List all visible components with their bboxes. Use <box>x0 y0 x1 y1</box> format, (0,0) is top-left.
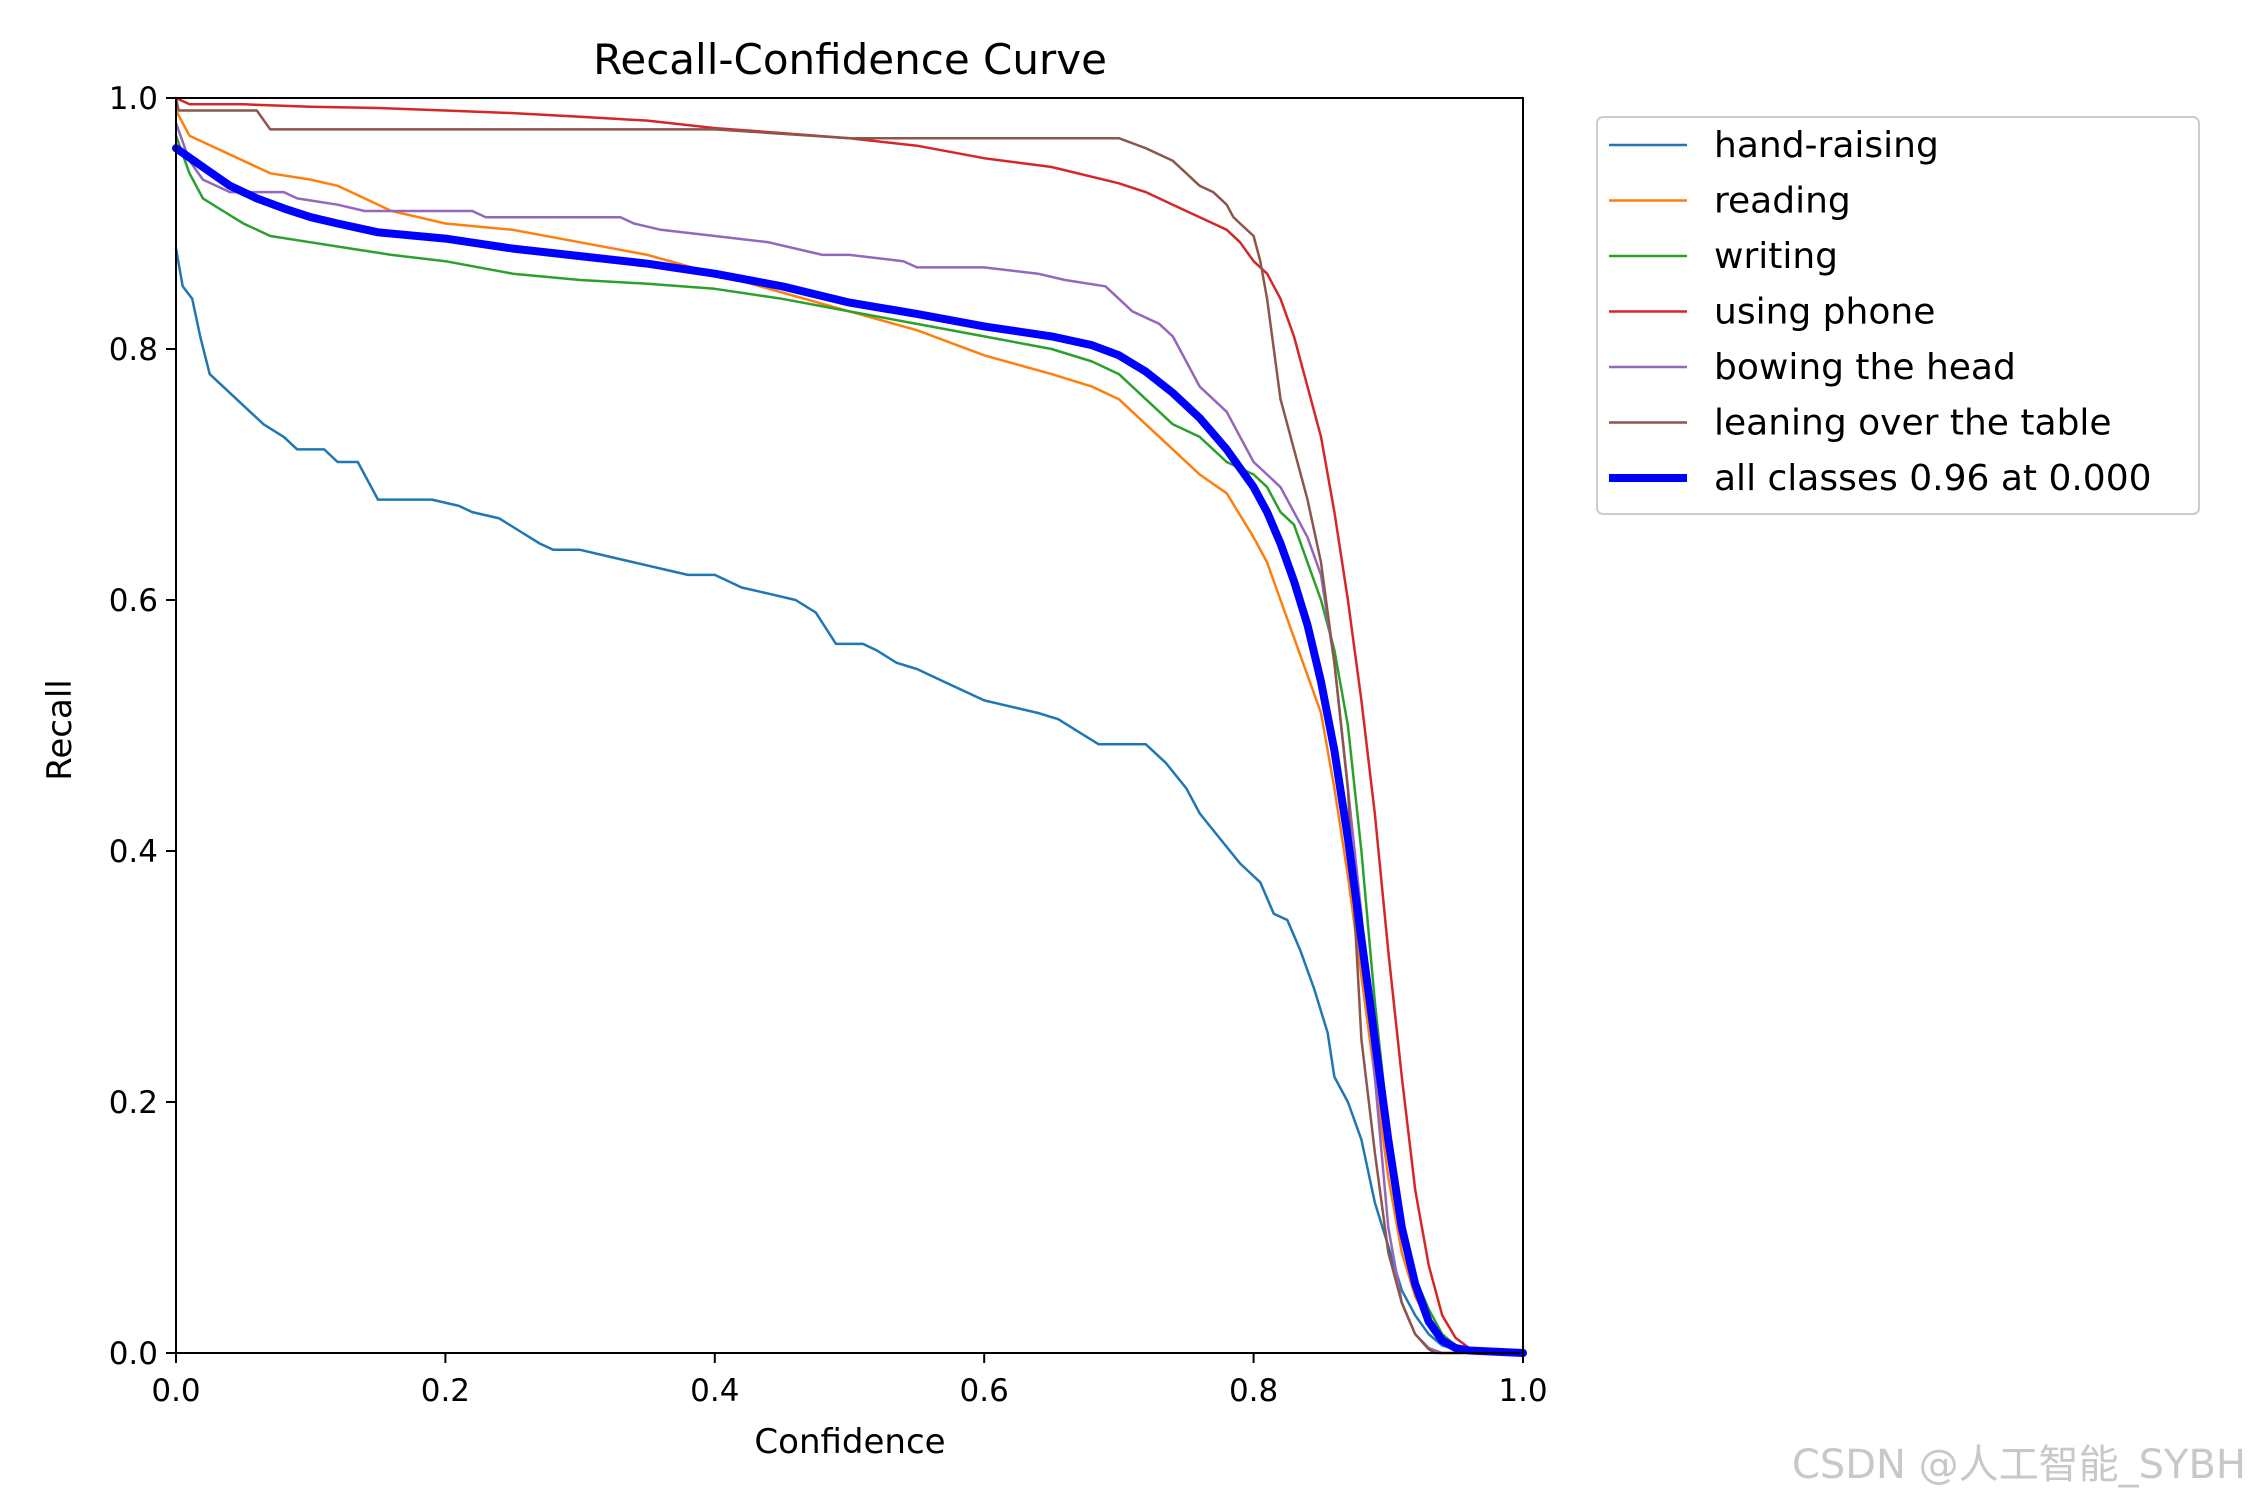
x-tick-label: 0.8 <box>1229 1373 1278 1409</box>
series-line-all-classes-0-96-at-0-000 <box>172 144 1527 1357</box>
chart-title: Recall-Confidence Curve <box>593 35 1107 84</box>
legend-label-reading: reading <box>1714 181 1851 222</box>
legend-box <box>1596 116 2200 515</box>
y-tick-label: 1.0 <box>109 81 158 117</box>
x-tick-label: 0.6 <box>960 1373 1009 1409</box>
legend-label-all-classes-0-96-at-0-000: all classes 0.96 at 0.000 <box>1714 458 2152 499</box>
plot-frame <box>175 97 1524 1354</box>
y-tick-label: 0.8 <box>109 332 158 368</box>
legend-label-writing: writing <box>1714 236 1838 277</box>
legend: hand-raising reading writing using phone bow… <box>1596 116 2200 515</box>
x-tick-label: 1.0 <box>1498 1373 1547 1409</box>
y-tick-label: 0.0 <box>109 1336 158 1372</box>
x-tick-label: 0.0 <box>151 1373 200 1409</box>
series-line-using-phone <box>174 96 1525 1355</box>
y-tick-label: 0.6 <box>109 583 158 619</box>
x-axis-ticks: 0.0 0.2 0.4 0.6 0.8 1.0 <box>151 1353 1548 1409</box>
watermark: CSDN @人工智能_SYBH <box>1791 1442 2246 1488</box>
series-line-reading <box>174 109 1525 1355</box>
plot-lines <box>172 96 1527 1357</box>
series-line-hand-raising <box>174 247 1525 1355</box>
y-tick-label: 0.2 <box>109 1085 158 1121</box>
legend-label-using-phone: using phone <box>1714 292 1935 333</box>
y-axis-title: Recall <box>40 679 80 780</box>
series-line-writing <box>174 134 1525 1355</box>
legend-label-leaning-over-the-table: leaning over the table <box>1714 403 2112 444</box>
legend-label-hand-raising: hand-raising <box>1714 125 1939 166</box>
x-tick-label: 0.2 <box>421 1373 470 1409</box>
series-line-leaning-over-the-table <box>174 96 1525 1355</box>
legend-items: hand-raising reading writing using phone bow… <box>1609 125 2152 499</box>
y-tick-label: 0.4 <box>109 834 158 870</box>
x-axis-title: Confidence <box>754 1422 945 1462</box>
series-line-bowing-the-head <box>174 121 1525 1355</box>
x-tick-label: 0.4 <box>690 1373 739 1409</box>
y-axis-ticks: 0.0 0.2 0.4 0.6 0.8 1.0 <box>109 81 176 1372</box>
legend-label-bowing-the-head: bowing the head <box>1714 347 2016 388</box>
